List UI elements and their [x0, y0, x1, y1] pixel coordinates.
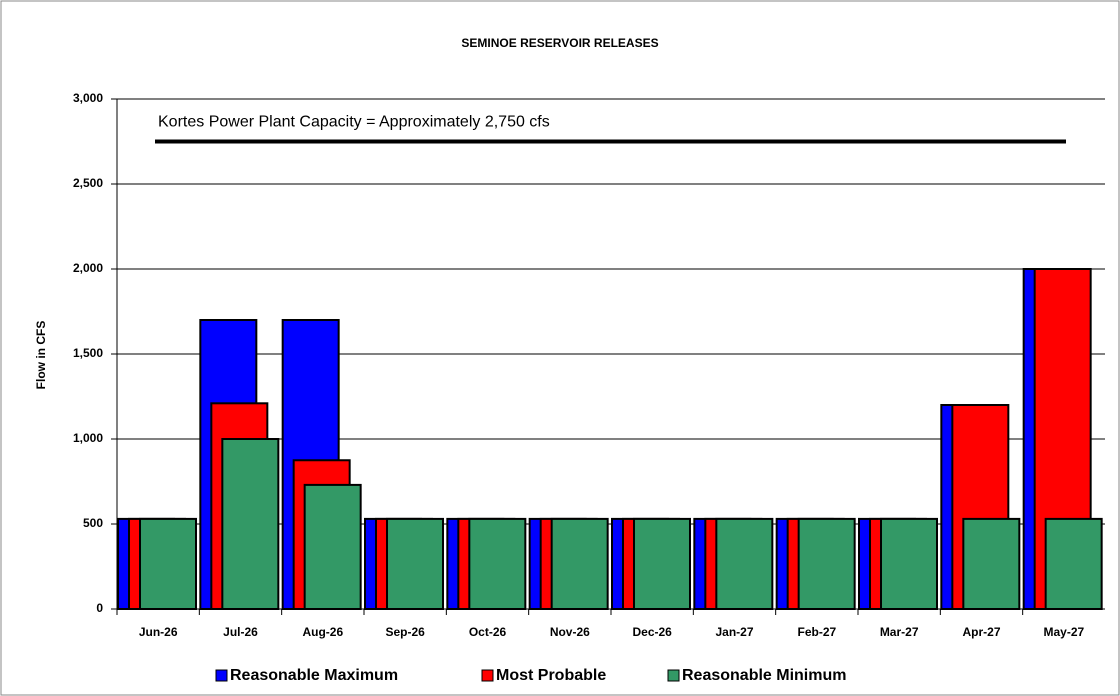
- legend-label: Most Probable: [496, 667, 606, 684]
- x-tick-label: Sep-26: [385, 625, 425, 639]
- bar: [1044, 517, 1103, 611]
- x-tick-label: Oct-26: [469, 625, 507, 639]
- bar: [303, 483, 362, 610]
- bar: [797, 517, 856, 611]
- x-tick-label: Nov-26: [550, 625, 590, 639]
- y-tick-label: 0: [96, 601, 103, 615]
- y-tick-label: 1,000: [73, 431, 103, 445]
- x-tick-label: Mar-27: [880, 625, 919, 639]
- legend-swatch: [215, 669, 228, 682]
- legend-swatch: [481, 669, 494, 682]
- x-tick-label: Aug-26: [302, 625, 343, 639]
- bar: [468, 517, 527, 611]
- bar: [386, 517, 444, 611]
- bar: [550, 517, 609, 611]
- bar: [880, 517, 938, 611]
- y-tick-label: 2,000: [73, 261, 103, 275]
- y-tick-label: 500: [83, 516, 103, 530]
- legend-label: Reasonable Minimum: [682, 667, 846, 684]
- reference-label: Kortes Power Plant Capacity = Approximat…: [158, 114, 550, 131]
- y-axis-label: Flow in CFS: [34, 321, 48, 390]
- bar: [221, 438, 280, 610]
- bar: [962, 517, 1021, 611]
- x-tick-label: Feb-27: [797, 625, 836, 639]
- y-tick-label: 2,500: [73, 176, 103, 190]
- bar: [715, 517, 774, 611]
- x-tick-label: May-27: [1043, 625, 1084, 639]
- x-tick-label: Jul-26: [223, 625, 258, 639]
- x-tick-label: Apr-27: [962, 625, 1000, 639]
- bar: [139, 517, 197, 611]
- x-tick-label: Dec-26: [632, 625, 672, 639]
- bar: [633, 517, 691, 611]
- legend-label: Reasonable Maximum: [230, 667, 398, 684]
- y-tick-label: 3,000: [73, 91, 103, 105]
- x-tick-label: Jan-27: [715, 625, 753, 639]
- y-tick-label: 1,500: [73, 346, 103, 360]
- legend-swatch: [667, 669, 680, 682]
- x-tick-label: Jun-26: [139, 625, 178, 639]
- chart-title: SEMINOE RESERVOIR RELEASES: [461, 36, 658, 50]
